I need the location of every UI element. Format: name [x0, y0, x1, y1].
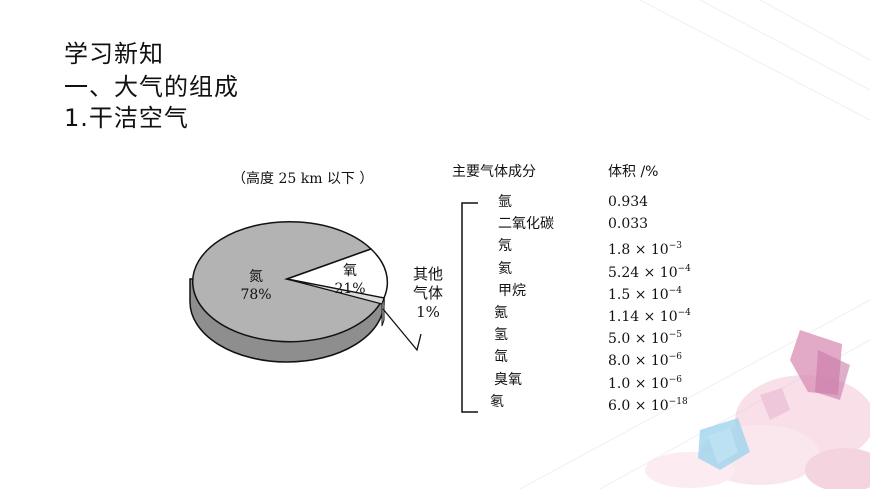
nitrogen-label: 氮 78%	[236, 268, 276, 304]
leader-line	[382, 308, 422, 352]
gas-name: 氢	[494, 327, 508, 343]
oxygen-value: 21%	[334, 281, 366, 297]
gas-volume: 1.14 × 10−4	[608, 304, 691, 326]
topic-heading: 一、大气的组成	[64, 73, 239, 101]
gas-volume: 5.24 × 10−4	[608, 260, 691, 282]
other-gas-label: 其他 气体 1%	[404, 265, 452, 322]
pie-side-other	[381, 297, 385, 327]
gas-name: 氩	[498, 194, 512, 210]
gas-volume-exponent: −6	[668, 375, 682, 385]
section-heading: 学习新知	[64, 40, 164, 68]
gas-volume-mantissa: 1.5 × 10	[608, 287, 669, 303]
volume-column-header: 体积 /%	[608, 164, 659, 180]
gas-volume-mantissa: 0.934	[608, 194, 649, 210]
gas-volume: 0.934	[608, 193, 648, 211]
gas-name: 氦	[498, 261, 512, 277]
gas-volume-exponent: −4	[677, 264, 691, 274]
gas-volume-exponent: −4	[677, 308, 691, 318]
figure-caption: （高度 25 km 以下 ）	[232, 171, 374, 187]
gas-volume: 1.8 × 10−3	[608, 237, 682, 259]
bracket-line	[461, 202, 478, 413]
pie-slice-nitrogen	[192, 220, 383, 343]
gas-name: 甲烷	[498, 283, 526, 299]
gas-volume-mantissa: 1.0 × 10	[608, 376, 669, 392]
atmosphere-pie-chart	[189, 220, 422, 363]
gas-volume: 6.0 × 10−18	[608, 393, 688, 415]
gas-volume-exponent: −6	[668, 352, 682, 362]
oxygen-name: 氧	[343, 263, 357, 279]
gas-name: 氖	[498, 238, 512, 254]
gas-volume-exponent: −4	[668, 286, 682, 296]
gas-volume-mantissa: 5.24 × 10	[608, 265, 678, 281]
gas-column-header: 主要气体成分	[452, 164, 536, 180]
gas-volume-mantissa: 0.033	[608, 216, 649, 232]
pie-slice-oxygen	[284, 248, 389, 299]
gas-volume-exponent: −18	[668, 397, 688, 407]
gas-volume-exponent: −3	[668, 241, 682, 251]
gas-volume-exponent: −5	[668, 330, 682, 340]
nitrogen-value: 78%	[240, 287, 272, 303]
gas-volume-mantissa: 8.0 × 10	[608, 353, 669, 369]
gas-name: 臭氧	[494, 372, 522, 388]
gas-name: 二氧化碳	[498, 216, 554, 232]
gas-volume: 5.0 × 10−5	[608, 326, 682, 348]
polygon-decoration	[698, 330, 850, 470]
gas-volume-mantissa: 6.0 × 10	[608, 398, 669, 414]
gas-volume: 1.0 × 10−6	[608, 371, 682, 393]
other-gas-name-2: 气体	[412, 284, 443, 302]
gas-volume: 0.033	[608, 215, 648, 233]
other-gas-value: 1%	[416, 303, 440, 321]
gas-volume-mantissa: 1.8 × 10	[608, 242, 669, 258]
subtopic-heading: 1.干洁空气	[64, 104, 189, 132]
gas-volume-mantissa: 1.14 × 10	[608, 309, 678, 325]
nitrogen-name: 氮	[249, 269, 263, 285]
gas-name: 氙	[494, 349, 508, 365]
other-gas-name-1: 其他	[412, 265, 443, 283]
gas-volume: 1.5 × 10−4	[608, 282, 682, 304]
gas-volume: 8.0 × 10−6	[608, 348, 682, 370]
oxygen-label: 氧 21%	[328, 262, 372, 298]
gas-name: 氡	[490, 394, 504, 410]
gas-name: 氪	[494, 305, 508, 321]
gas-volume-mantissa: 5.0 × 10	[608, 331, 669, 347]
